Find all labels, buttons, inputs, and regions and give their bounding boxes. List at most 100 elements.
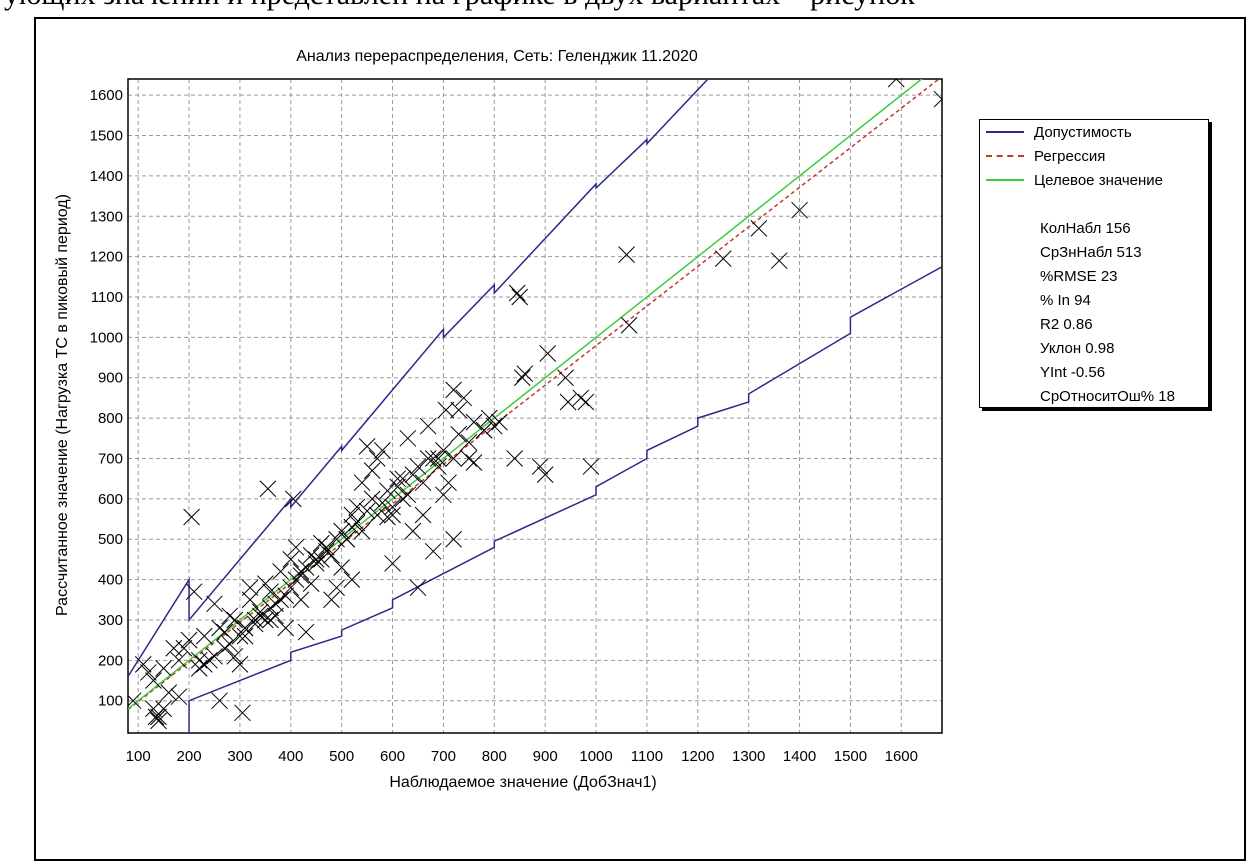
- y-tick-label: 100: [98, 693, 123, 710]
- y-tick-label: 1300: [90, 208, 123, 225]
- y-axis-label: Рассчитанное значение (Нагрузка ТС в пик…: [54, 194, 71, 616]
- scatter-point: [384, 555, 401, 572]
- scatter-point: [211, 619, 228, 637]
- scatter-point: [134, 656, 152, 673]
- scatter-point: [435, 442, 452, 459]
- legend-swatch: [986, 179, 1024, 181]
- scatter-point: [190, 660, 208, 677]
- scatter-point: [195, 627, 213, 645]
- scatter-point: [323, 547, 340, 564]
- y-tick-label: 1600: [90, 87, 123, 104]
- scatter-point: [272, 563, 289, 580]
- scatter-point: [297, 623, 315, 641]
- x-tick-label: 900: [533, 748, 558, 765]
- scatter-point: [506, 450, 524, 467]
- scatter-point: [302, 575, 320, 592]
- x-tick-label: 1300: [732, 748, 765, 765]
- scatter-point: [277, 619, 295, 637]
- scatter-point: [485, 417, 503, 435]
- scatter-point: [379, 482, 396, 500]
- series-line-Целевое значение: [128, 79, 923, 710]
- y-tick-label: 900: [98, 370, 123, 387]
- scatter-point: [404, 522, 422, 540]
- x-tick-label: 1600: [885, 748, 918, 765]
- scatter-point: [165, 639, 183, 657]
- scatter-point: [887, 79, 905, 88]
- scatter-point: [170, 688, 188, 706]
- stat-r2: R2 0.86: [1040, 316, 1093, 333]
- scatter-point: [419, 417, 437, 435]
- x-tick-label: 1200: [681, 748, 714, 765]
- scatter-point: [429, 458, 447, 475]
- plot-area: [127, 78, 943, 734]
- scatter-point: [358, 438, 376, 455]
- scatter-point: [511, 288, 529, 306]
- x-tick-label: 500: [329, 748, 354, 765]
- scatter-point: [399, 429, 417, 447]
- scatter-point: [216, 639, 234, 657]
- scatter-point: [297, 559, 315, 576]
- x-tick-label: 300: [227, 748, 252, 765]
- scatter-point: [323, 591, 340, 609]
- scatter-point: [246, 615, 264, 633]
- scatter-point: [714, 250, 732, 268]
- y-tick-label: 1500: [90, 128, 123, 145]
- legend-item-target: Целевое значение: [986, 170, 1163, 190]
- y-tick-label: 1400: [90, 168, 123, 185]
- scatter-point: [399, 486, 417, 504]
- scatter-point: [582, 458, 600, 475]
- scatter-point: [284, 490, 302, 508]
- scatter-point: [145, 672, 162, 689]
- scatter-point: [211, 692, 228, 710]
- scatter-point: [348, 514, 366, 532]
- scatter-points: [128, 79, 942, 730]
- scatter-point: [302, 547, 320, 564]
- scatter-point: [424, 542, 442, 560]
- scatter-point: [307, 555, 325, 572]
- scatter-point: [455, 389, 473, 407]
- scatter-point: [450, 425, 468, 443]
- y-tick-label: 800: [98, 410, 123, 427]
- scatter-point: [480, 409, 498, 427]
- scatter-point: [292, 591, 310, 609]
- x-tick-label: 200: [177, 748, 202, 765]
- y-tick-label: 300: [98, 612, 123, 629]
- scatter-point: [318, 538, 335, 556]
- scatter-point: [791, 201, 808, 219]
- scatter-point: [363, 490, 381, 508]
- scatter-point: [180, 631, 198, 649]
- scatter-point: [424, 450, 442, 467]
- scatter-point: [155, 700, 172, 718]
- grid-lines: [128, 79, 942, 733]
- x-tick-label: 1100: [631, 748, 663, 765]
- scatter-point: [257, 611, 274, 629]
- scatter-point: [374, 494, 391, 512]
- legend-swatch: [986, 155, 1024, 157]
- scatter-point: [150, 712, 167, 730]
- scatter-point: [409, 579, 427, 597]
- x-tick-label: 1000: [579, 748, 612, 765]
- y-tick-labels: 100 200 300 400 500 600 700 800 900 1000 1100 1200 1…: [90, 87, 123, 710]
- y-tick-label: 600: [98, 491, 123, 508]
- scatter-point: [292, 567, 310, 584]
- scatter-point: [508, 284, 526, 302]
- scatter-point: [620, 316, 638, 334]
- scatter-point: [262, 611, 279, 629]
- scatter-point: [460, 450, 478, 467]
- scatter-point: [155, 660, 172, 677]
- scatter-point: [419, 450, 437, 467]
- legend: Допустимость Регрессия Целевое значение …: [979, 119, 1209, 408]
- series-line-Регрессия: [128, 79, 941, 711]
- stat-yint: YInt -0.56: [1040, 364, 1106, 381]
- stat-count: КолНабл 156: [1040, 220, 1131, 237]
- scatter-point: [465, 454, 483, 471]
- scatter-point: [409, 458, 427, 475]
- scatter-point: [437, 401, 455, 419]
- stat-slope: Уклон 0.98: [1040, 340, 1115, 357]
- scatter-point: [353, 474, 371, 492]
- scatter-point: [577, 393, 595, 411]
- y-tick-label: 1200: [90, 249, 123, 266]
- y-tick-label: 500: [98, 531, 123, 548]
- scatter-point: [128, 692, 142, 710]
- stat-mean-observed: СрЗнНабл 513: [1040, 244, 1142, 261]
